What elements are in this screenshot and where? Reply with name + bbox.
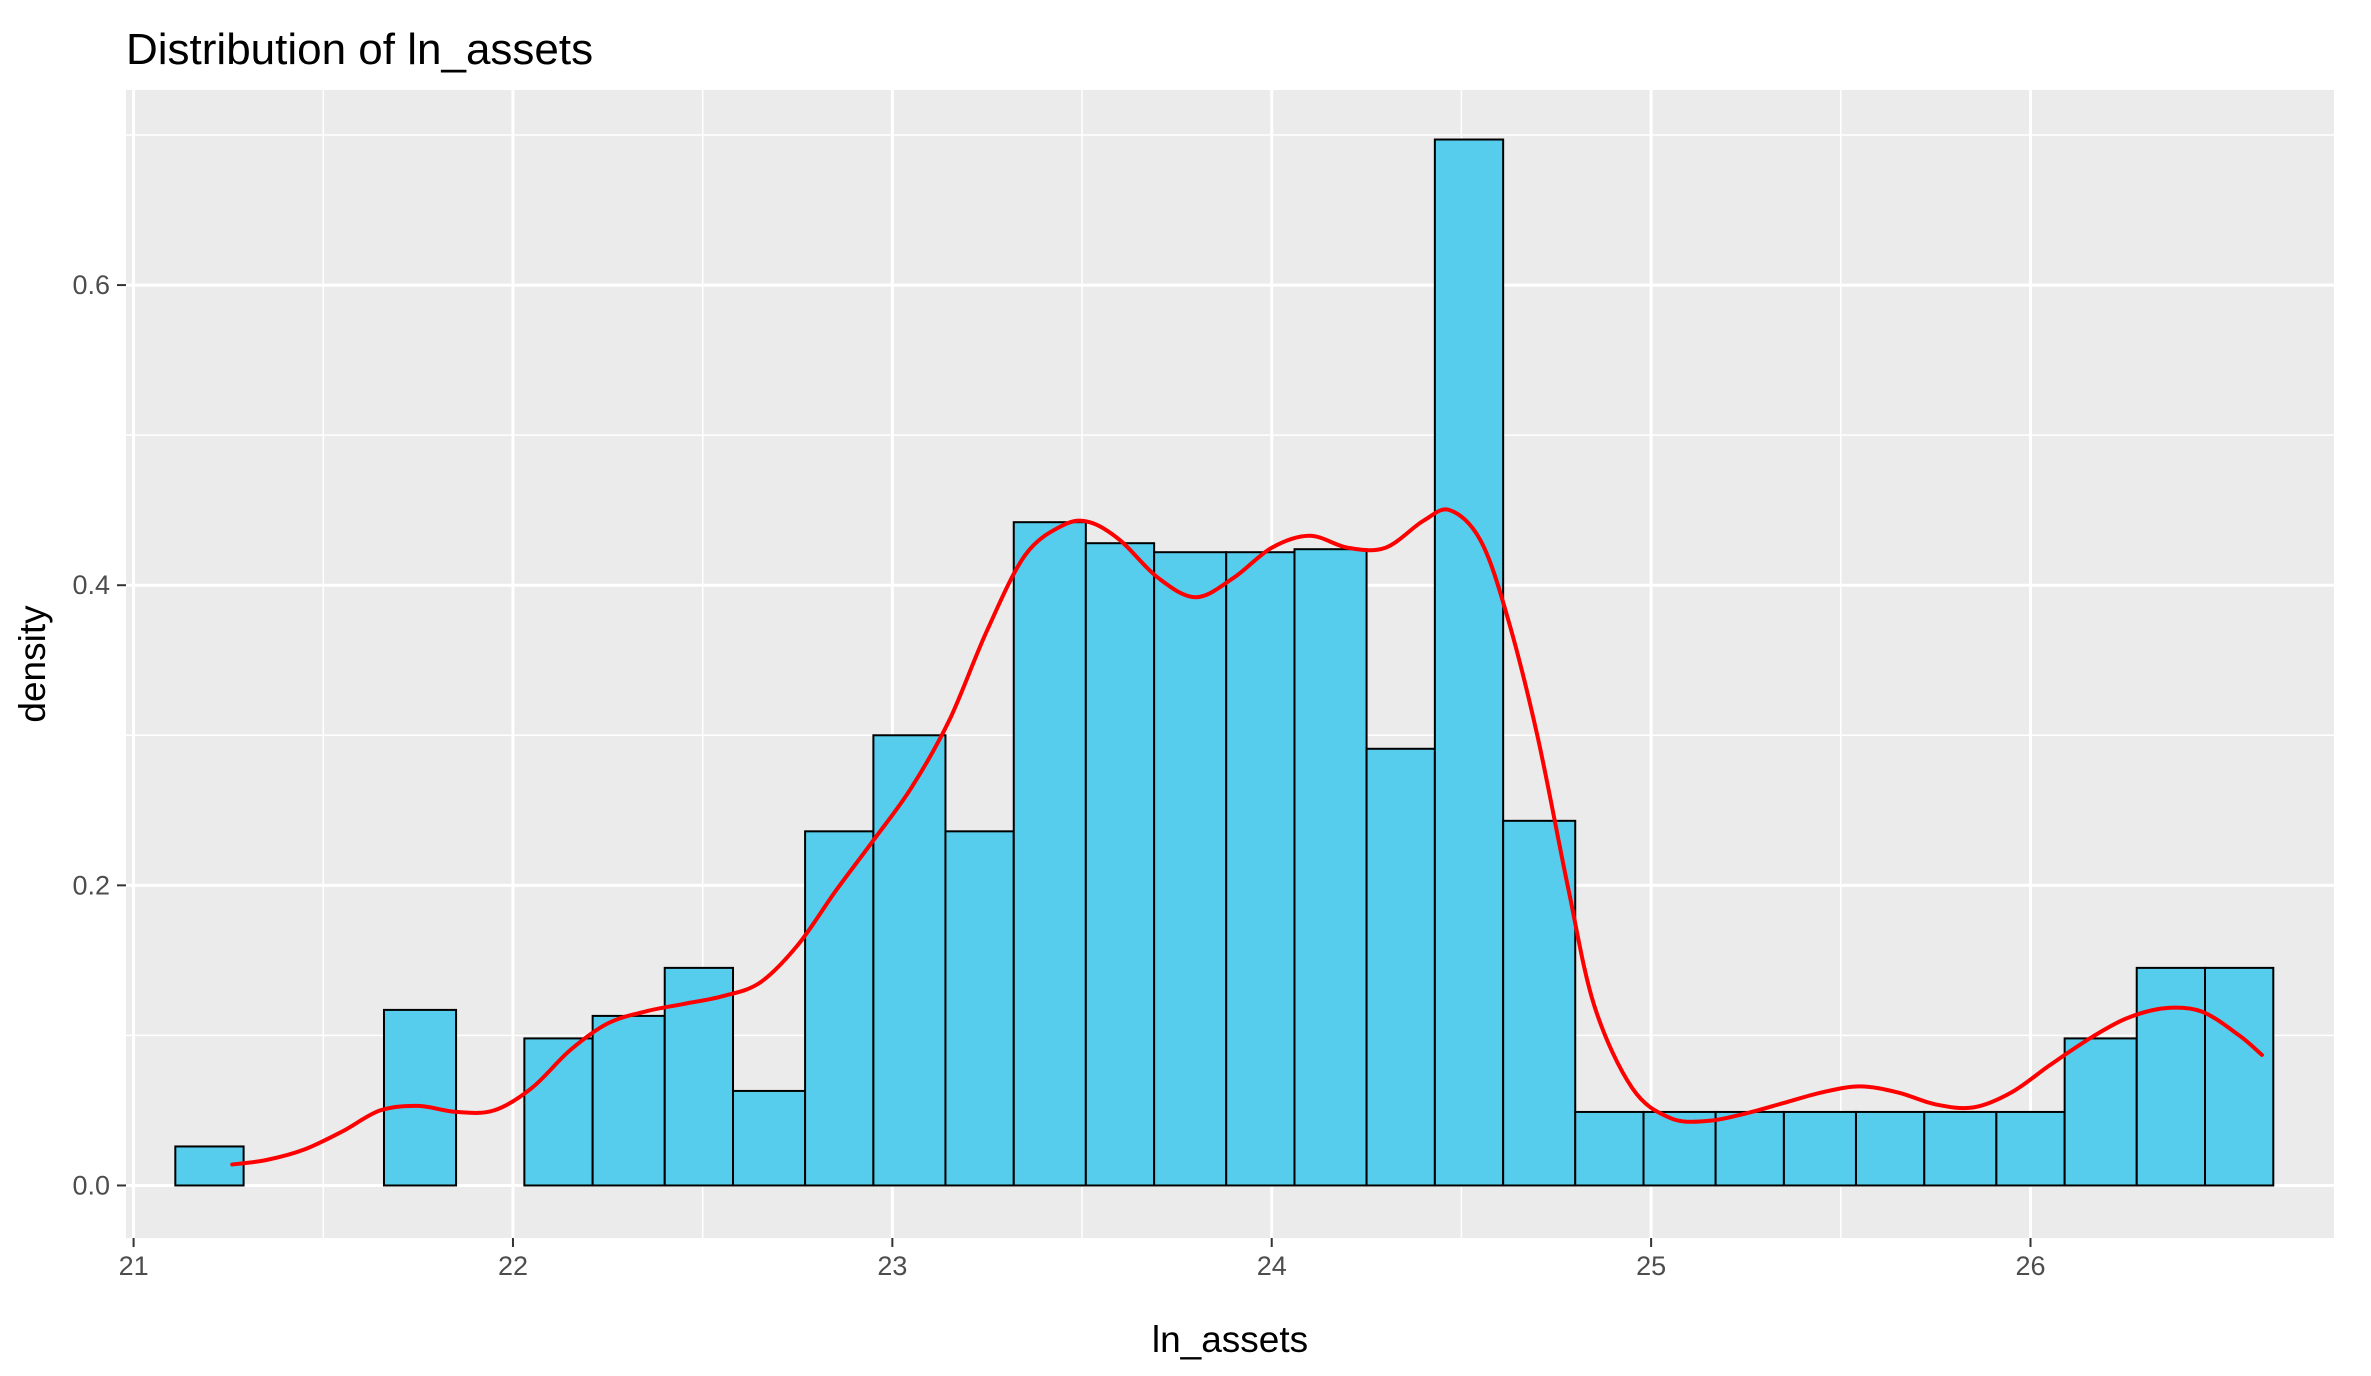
- histogram-bar: [2204, 966, 2275, 1187]
- y-tick-label: 0.0: [72, 1170, 110, 1200]
- histogram-bar: [944, 830, 1015, 1187]
- histogram-bar: [1502, 819, 1577, 1187]
- y-axis-ticks: 0.0 0.2 0.4 0.6: [72, 270, 126, 1200]
- histogram-bar: [2135, 966, 2207, 1187]
- x-axis-ticks: 21 22 23 24 25 26: [119, 1238, 2046, 1281]
- x-tick-label: 23: [877, 1251, 907, 1281]
- histogram-bar: [1782, 1110, 1857, 1187]
- major-gridlines: [126, 90, 2334, 1238]
- histogram-bar: [1574, 1110, 1645, 1187]
- histogram-bar: [1642, 1110, 1717, 1187]
- histogram-bar: [804, 830, 875, 1187]
- histogram-bar: [1854, 1110, 1926, 1187]
- y-tick-label: 0.2: [72, 870, 110, 900]
- y-tick-label: 0.6: [72, 270, 110, 300]
- histogram-bar: [1012, 521, 1087, 1187]
- histogram-bar: [1365, 747, 1436, 1187]
- density-curve: [230, 507, 2264, 1167]
- histogram-bar: [1995, 1110, 2066, 1187]
- histogram-bar: [1714, 1110, 1785, 1187]
- histogram-bar: [1293, 548, 1368, 1187]
- histogram-bar: [1433, 138, 1505, 1187]
- histogram-bar: [732, 1089, 807, 1187]
- histogram-bar: [382, 1008, 458, 1187]
- histogram-bar: [1225, 551, 1296, 1187]
- y-axis-title: density: [12, 605, 53, 723]
- x-tick-label: 26: [2015, 1251, 2045, 1281]
- x-tick-label: 22: [498, 1251, 528, 1281]
- y-tick-label: 0.4: [72, 570, 110, 600]
- histogram-bars: [174, 138, 2275, 1187]
- histogram-bar: [1084, 542, 1156, 1187]
- histogram-bar: [1923, 1110, 1998, 1187]
- histogram-bar: [1153, 551, 1228, 1187]
- histogram-bar: [591, 1014, 666, 1187]
- histogram-bar: [2063, 1037, 2138, 1187]
- x-axis-title: ln_assets: [1152, 1319, 1308, 1360]
- x-tick-label: 25: [1636, 1251, 1666, 1281]
- histogram-bar: [872, 734, 947, 1187]
- chart-title: Distribution of ln_assets: [126, 25, 593, 74]
- x-tick-label: 21: [119, 1251, 149, 1281]
- x-tick-label: 24: [1257, 1251, 1287, 1281]
